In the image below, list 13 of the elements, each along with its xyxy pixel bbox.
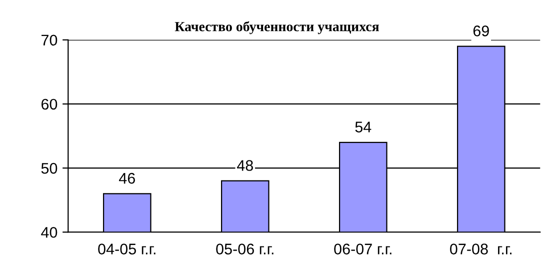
y-tick-label: 40	[41, 226, 58, 238]
x-tick-label: 04-05 г.г.	[98, 244, 156, 254]
data-label: 46	[119, 172, 135, 184]
data-label: 69	[473, 26, 489, 36]
x-tick-label: 06-07 г.г.	[334, 244, 392, 254]
x-tick-label: 05-06 г.г.	[216, 244, 274, 254]
chart-title: Качество обученности учащихся	[174, 21, 379, 34]
y-tick-label: 50	[41, 162, 58, 174]
x-tick-label: 07-08 г.г.	[450, 244, 512, 254]
y-tick-label: 60	[42, 98, 58, 110]
y-tick-label: 70	[42, 34, 58, 46]
data-label: 54	[355, 122, 372, 132]
data-label: 48	[237, 160, 253, 171]
